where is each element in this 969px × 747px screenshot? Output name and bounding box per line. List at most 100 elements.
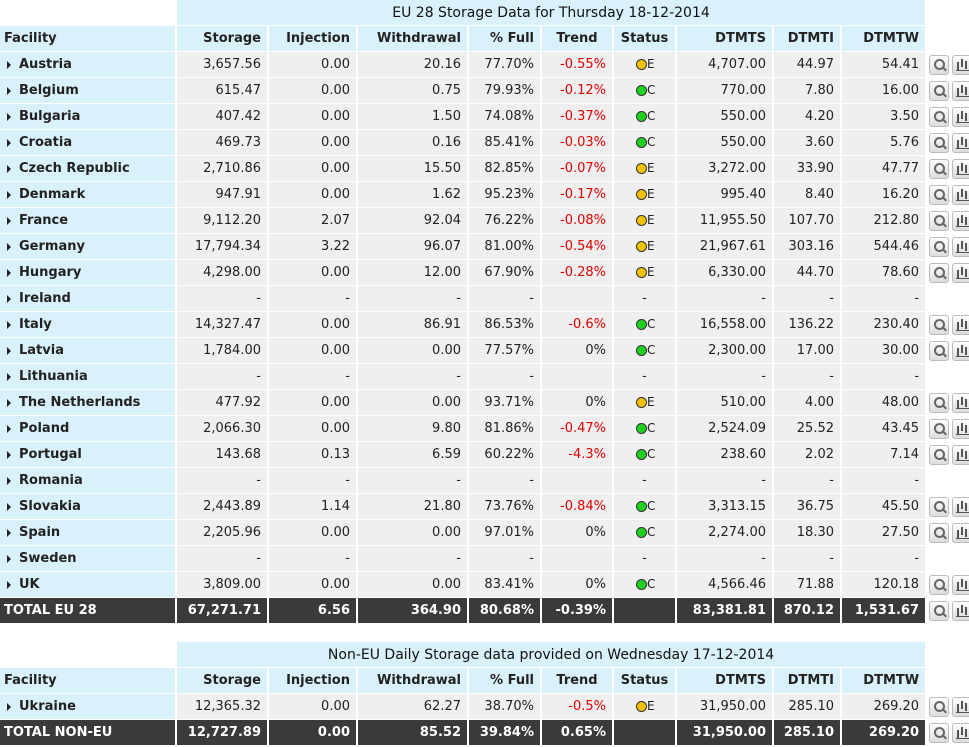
magnifier-icon[interactable] (929, 132, 950, 153)
magnifier-icon[interactable] (929, 418, 950, 439)
bar-chart-icon[interactable] (952, 496, 969, 517)
actions-cell (927, 208, 969, 234)
expand-arrow-icon[interactable] (7, 86, 11, 95)
facility-cell[interactable]: Slovakia (0, 494, 177, 520)
expand-arrow-icon[interactable] (7, 60, 11, 69)
bar-chart-icon[interactable] (952, 696, 969, 717)
status-green-dot-icon (636, 527, 647, 538)
column-header-storage: Storage (177, 26, 269, 52)
magnifier-icon[interactable] (929, 80, 950, 101)
expand-arrow-icon[interactable] (7, 190, 11, 199)
facility-cell[interactable]: Lithuania (0, 364, 177, 390)
facility-cell[interactable]: Belgium (0, 78, 177, 104)
facility-cell[interactable]: UK (0, 572, 177, 598)
facility-cell[interactable]: Portugal (0, 442, 177, 468)
dtmti-cell: 8.40 (774, 182, 842, 208)
facility-name: Ireland (19, 291, 71, 306)
magnifier-icon[interactable] (929, 574, 950, 595)
bar-chart-icon[interactable] (952, 340, 969, 361)
facility-cell[interactable]: Spain (0, 520, 177, 546)
magnifier-icon[interactable] (929, 496, 950, 517)
magnifier-icon[interactable] (929, 54, 950, 75)
bar-chart-icon[interactable] (952, 184, 969, 205)
expand-arrow-icon[interactable] (7, 138, 11, 147)
bar-chart-icon[interactable] (952, 418, 969, 439)
expand-arrow-icon[interactable] (7, 450, 11, 459)
expand-arrow-icon[interactable] (7, 294, 11, 303)
facility-cell[interactable]: Austria (0, 52, 177, 78)
magnifier-icon[interactable] (929, 210, 950, 231)
bar-chart-icon[interactable] (952, 210, 969, 231)
storage-cell: 615.47 (177, 78, 269, 104)
facility-cell[interactable]: Czech Republic (0, 156, 177, 182)
bar-chart-icon[interactable] (952, 236, 969, 257)
facility-cell[interactable]: Bulgaria (0, 104, 177, 130)
magnifier-icon[interactable] (929, 106, 950, 127)
storage-cell: 12,727.89 (177, 720, 269, 746)
actions-cell (927, 720, 969, 746)
bar-chart-icon[interactable] (952, 722, 969, 743)
magnifier-icon[interactable] (929, 236, 950, 257)
expand-arrow-icon[interactable] (7, 502, 11, 511)
magnifier-icon[interactable] (929, 722, 950, 743)
dtmts-cell: 550.00 (677, 130, 774, 156)
facility-cell[interactable]: Croatia (0, 130, 177, 156)
magnifier-icon[interactable] (929, 696, 950, 717)
status-code: E (647, 187, 655, 201)
bar-chart-icon[interactable] (952, 392, 969, 413)
bar-chart-icon[interactable] (952, 314, 969, 335)
dtmtw-cell: 1,531.67 (842, 598, 928, 624)
bar-chart-icon[interactable] (952, 262, 969, 283)
expand-arrow-icon[interactable] (7, 398, 11, 407)
magnifier-icon[interactable] (929, 184, 950, 205)
expand-arrow-icon[interactable] (7, 320, 11, 329)
withdrawal-cell: - (358, 286, 469, 312)
dtmtw-cell: 269.20 (842, 720, 928, 746)
bar-chart-icon[interactable] (952, 600, 969, 621)
facility-cell[interactable]: Romania (0, 468, 177, 494)
expand-arrow-icon[interactable] (7, 112, 11, 121)
bar-chart-icon[interactable] (952, 444, 969, 465)
facility-cell[interactable]: Italy (0, 312, 177, 338)
facility-cell[interactable]: Hungary (0, 260, 177, 286)
magnifier-icon[interactable] (929, 600, 950, 621)
facility-cell[interactable]: Ukraine (0, 694, 177, 720)
facility-cell[interactable]: Poland (0, 416, 177, 442)
facility-cell[interactable]: Denmark (0, 182, 177, 208)
status-green-dot-icon (636, 137, 647, 148)
bar-chart-icon[interactable] (952, 80, 969, 101)
magnifier-icon[interactable] (929, 158, 950, 179)
facility-cell[interactable]: France (0, 208, 177, 234)
facility-cell[interactable]: Latvia (0, 338, 177, 364)
magnifier-icon[interactable] (929, 392, 950, 413)
full-cell: 76.22% (469, 208, 542, 234)
expand-arrow-icon[interactable] (7, 268, 11, 277)
bar-chart-icon[interactable] (952, 132, 969, 153)
expand-arrow-icon[interactable] (7, 554, 11, 563)
expand-arrow-icon[interactable] (7, 528, 11, 537)
magnifier-icon[interactable] (929, 340, 950, 361)
facility-cell[interactable]: The Netherlands (0, 390, 177, 416)
expand-arrow-icon[interactable] (7, 424, 11, 433)
storage-cell: 12,365.32 (177, 694, 269, 720)
facility-cell[interactable]: Ireland (0, 286, 177, 312)
bar-chart-icon[interactable] (952, 54, 969, 75)
magnifier-icon[interactable] (929, 444, 950, 465)
bar-chart-icon[interactable] (952, 158, 969, 179)
expand-arrow-icon[interactable] (7, 346, 11, 355)
bar-chart-icon[interactable] (952, 574, 969, 595)
expand-arrow-icon[interactable] (7, 372, 11, 381)
magnifier-icon[interactable] (929, 314, 950, 335)
expand-arrow-icon[interactable] (7, 702, 11, 711)
expand-arrow-icon[interactable] (7, 164, 11, 173)
bar-chart-icon[interactable] (952, 522, 969, 543)
expand-arrow-icon[interactable] (7, 580, 11, 589)
expand-arrow-icon[interactable] (7, 476, 11, 485)
facility-cell[interactable]: Sweden (0, 546, 177, 572)
bar-chart-icon[interactable] (952, 106, 969, 127)
facility-cell[interactable]: Germany (0, 234, 177, 260)
magnifier-icon[interactable] (929, 522, 950, 543)
expand-arrow-icon[interactable] (7, 216, 11, 225)
expand-arrow-icon[interactable] (7, 242, 11, 251)
magnifier-icon[interactable] (929, 262, 950, 283)
